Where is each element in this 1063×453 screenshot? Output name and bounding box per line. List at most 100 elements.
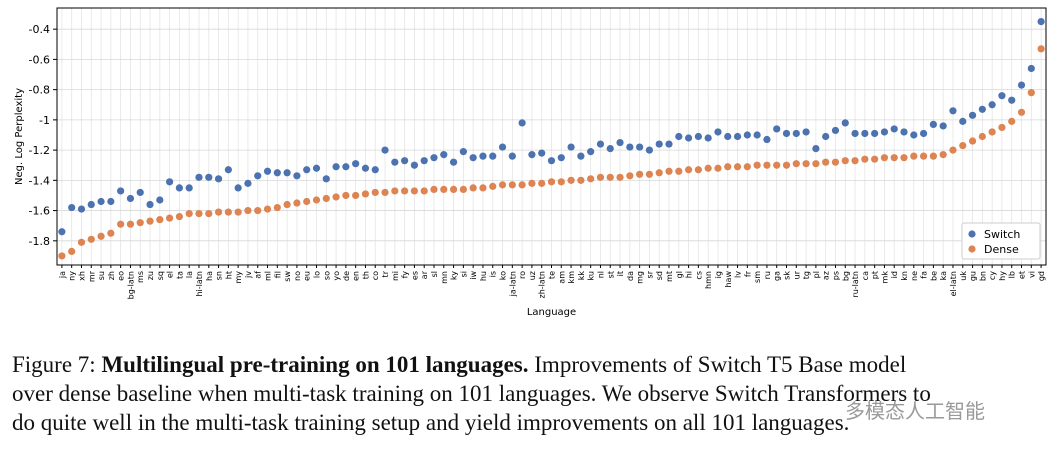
x-tick-label: ps bbox=[831, 271, 840, 280]
point bbox=[234, 208, 242, 216]
y-tick-label: -1.2 bbox=[29, 144, 50, 157]
watermark: 多模态人工智能 bbox=[845, 399, 985, 423]
point bbox=[352, 191, 360, 200]
point bbox=[802, 128, 810, 136]
point bbox=[655, 169, 663, 177]
y-tick-label: -1.4 bbox=[29, 174, 50, 187]
chart: -1.8 -1.6 -1.4 -1.2 -1 -0.8 -0.6 -0.4 ja ny xh mr su… bbox=[14, 7, 1047, 318]
point bbox=[205, 210, 213, 218]
y-tick-label: -0.8 bbox=[29, 84, 50, 97]
x-tick-label: st bbox=[606, 271, 615, 278]
y-tick-label: -1.6 bbox=[29, 205, 50, 218]
x-tick-label: ny bbox=[68, 271, 77, 281]
x-tick-label: ku bbox=[587, 271, 596, 280]
point bbox=[77, 238, 86, 246]
point bbox=[107, 197, 115, 206]
point bbox=[743, 131, 751, 139]
point bbox=[58, 228, 66, 236]
point bbox=[97, 232, 105, 240]
point bbox=[58, 252, 66, 260]
point bbox=[342, 191, 350, 200]
x-tick-label: iw bbox=[469, 271, 478, 280]
point bbox=[361, 190, 370, 198]
point bbox=[68, 203, 76, 212]
point bbox=[939, 122, 947, 130]
point bbox=[214, 208, 223, 216]
point bbox=[577, 176, 585, 184]
x-tick-label: ru bbox=[763, 271, 772, 279]
point bbox=[136, 219, 144, 227]
point bbox=[1027, 89, 1035, 97]
point bbox=[684, 134, 693, 142]
y-tick-label: -0.6 bbox=[29, 53, 50, 66]
point bbox=[606, 144, 614, 153]
point bbox=[293, 199, 301, 207]
x-tick-label: fr bbox=[743, 270, 752, 277]
point bbox=[1008, 117, 1016, 125]
point bbox=[567, 176, 575, 184]
point bbox=[753, 161, 761, 169]
legend-label: Dense bbox=[984, 243, 1019, 256]
point bbox=[782, 161, 791, 169]
point bbox=[322, 175, 330, 183]
point bbox=[87, 235, 95, 243]
x-tick-label: pt bbox=[871, 271, 880, 279]
point bbox=[988, 101, 996, 109]
point bbox=[910, 131, 918, 139]
point bbox=[371, 166, 379, 174]
x-tick-label: mi bbox=[391, 271, 400, 281]
point bbox=[185, 210, 193, 218]
point bbox=[283, 169, 291, 177]
x-tick-label: yo bbox=[332, 271, 341, 281]
x-tick-label: si bbox=[459, 271, 468, 277]
x-tick-label: et bbox=[1018, 271, 1027, 279]
x-tick-label: lo bbox=[312, 271, 321, 278]
point bbox=[792, 129, 800, 138]
x-tick-label: ta bbox=[175, 271, 184, 279]
point bbox=[645, 170, 654, 178]
x-tick-label: el-latn bbox=[949, 271, 958, 296]
y-tick-label: -0.4 bbox=[29, 23, 50, 36]
point bbox=[822, 132, 830, 141]
point bbox=[440, 185, 448, 194]
point bbox=[704, 134, 712, 142]
x-tick-label: af bbox=[254, 271, 263, 279]
x-tick-label: nl bbox=[596, 271, 605, 278]
legend-marker bbox=[968, 230, 976, 238]
y-axis-label: Neg. Log Perplexity bbox=[14, 88, 25, 185]
point bbox=[430, 185, 438, 194]
point bbox=[871, 129, 879, 138]
point bbox=[126, 220, 135, 228]
point bbox=[371, 188, 379, 197]
point bbox=[831, 158, 840, 166]
x-tick-label: id bbox=[890, 271, 899, 278]
point bbox=[596, 140, 605, 148]
point bbox=[166, 178, 174, 186]
point bbox=[263, 167, 272, 175]
x-tick-label: co bbox=[371, 271, 380, 280]
point bbox=[636, 143, 644, 151]
caption-line: do quite well in the multi-task training… bbox=[12, 410, 850, 435]
point bbox=[616, 138, 624, 147]
point bbox=[880, 128, 889, 136]
x-tick-label: jv bbox=[244, 271, 253, 279]
point bbox=[694, 166, 702, 174]
x-tick-label: ro bbox=[518, 271, 527, 279]
point bbox=[391, 158, 399, 166]
x-tick-label: vi bbox=[1027, 271, 1036, 278]
point bbox=[763, 161, 771, 169]
point bbox=[156, 196, 164, 204]
point bbox=[469, 184, 477, 192]
caption-line: Figure 7: Multilingual pre-training on 1… bbox=[12, 352, 906, 378]
point bbox=[224, 166, 232, 174]
x-tick-label: sw bbox=[283, 271, 292, 282]
point bbox=[352, 160, 360, 168]
x-tick-label: ka bbox=[939, 271, 948, 280]
point bbox=[988, 128, 996, 136]
x-tick-label: en bbox=[352, 271, 361, 281]
x-tick-label: my bbox=[234, 271, 243, 284]
x-tick-label: eu bbox=[303, 271, 312, 281]
point bbox=[117, 220, 125, 228]
x-tick-label: sm bbox=[753, 271, 762, 283]
point bbox=[1017, 81, 1026, 89]
